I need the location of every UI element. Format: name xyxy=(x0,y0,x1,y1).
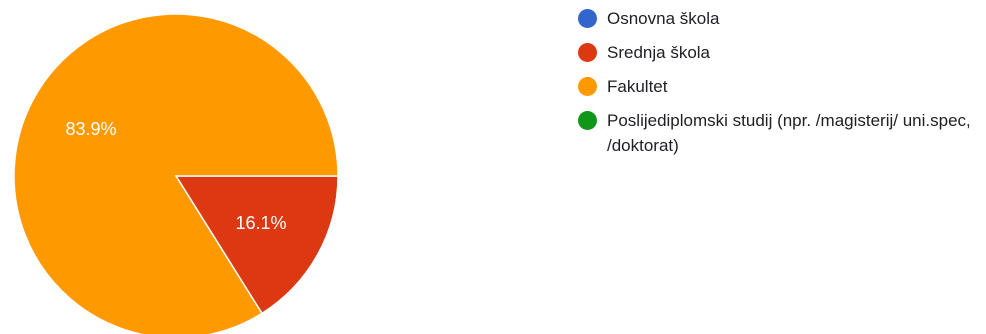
legend-item-osnovna-skola[interactable]: Osnovna škola xyxy=(578,8,978,31)
legend-swatch-fakultet xyxy=(578,77,597,96)
legend-label-fakultet: Fakultet xyxy=(607,77,668,96)
legend: Osnovna škola Srednja škola Fakultet Pos… xyxy=(578,8,978,169)
legend-item-srednja-skola[interactable]: Srednja škola xyxy=(578,42,978,65)
legend-swatch-srednja-skola xyxy=(578,43,597,62)
legend-item-fakultet[interactable]: Fakultet xyxy=(578,76,978,99)
legend-item-poslijediplomski-studij[interactable]: Poslijediplomski studij (npr. /magisteri… xyxy=(578,110,978,158)
legend-swatch-osnovna-skola xyxy=(578,9,597,28)
legend-label-srednja-skola: Srednja škola xyxy=(607,43,711,62)
pie-slice-1[interactable] xyxy=(174,175,339,315)
pie-slice-label-1: 16.1% xyxy=(236,213,287,233)
legend-label-osnovna-skola: Osnovna škola xyxy=(607,9,720,28)
legend-label-poslijediplomski-studij: Poslijediplomski studij (npr. /magisteri… xyxy=(607,111,971,155)
pie-slice-label-2: 83.9% xyxy=(65,119,116,139)
pie-chart: 16.1% 83.9% xyxy=(13,13,339,334)
legend-swatch-poslijediplomski-studij xyxy=(578,111,597,130)
